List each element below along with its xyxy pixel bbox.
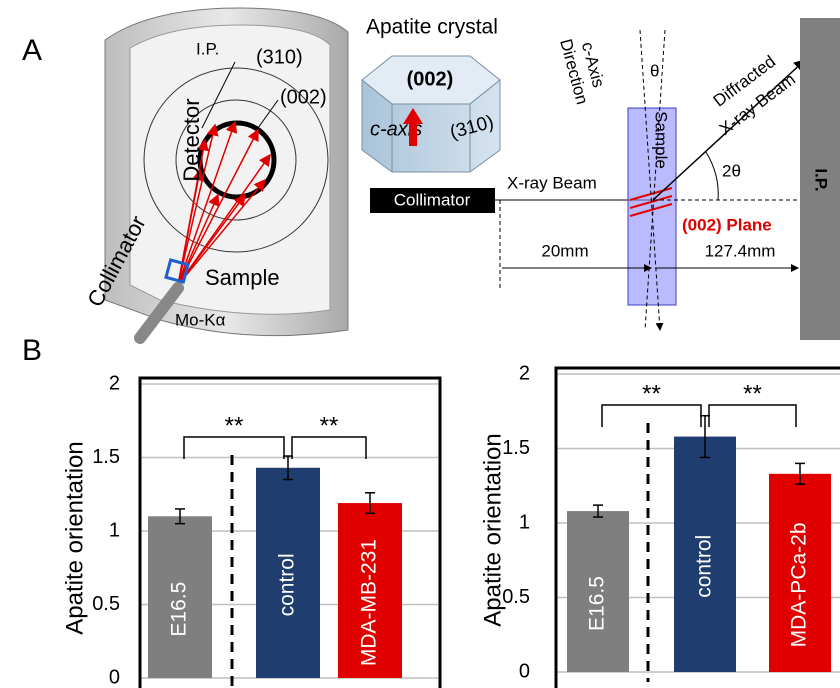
plane-label: (002) Plane [682, 215, 772, 234]
y-tick-label: 1.5 [502, 437, 530, 459]
panel-label: A [22, 34, 42, 67]
ring [175, 99, 297, 221]
image-plate [800, 18, 840, 340]
significance: ** [225, 412, 244, 439]
bar [148, 516, 212, 678]
y-tick-label: 1 [519, 511, 530, 533]
collimator-box [370, 188, 495, 213]
ring-label: (310) [256, 46, 303, 68]
sample-square [164, 258, 190, 284]
collimator-rod [134, 282, 184, 344]
bar [674, 436, 736, 672]
category-label: MDA-MB-231 [358, 539, 381, 666]
diffraction-rays [177, 120, 271, 286]
significance-bracket [601, 404, 702, 427]
detector-label: Detector [179, 98, 204, 181]
y-tick-label: 2 [109, 372, 120, 394]
bar [567, 511, 629, 672]
significance: ** [642, 380, 661, 407]
two-theta: 2θ [722, 161, 741, 180]
sample-label: Sample [652, 111, 671, 169]
ring [143, 67, 329, 253]
significance-bracket [183, 436, 285, 459]
sample-label: Sample [205, 265, 280, 290]
y-tick-label: 1 [109, 519, 120, 541]
significance: ** [320, 412, 339, 439]
y-axis-label: Apatite orientation [479, 433, 506, 626]
significance-bracket [708, 404, 797, 427]
bar [338, 503, 402, 678]
category-label: E16.5 [586, 576, 609, 631]
y-tick-label: 0 [109, 666, 120, 688]
distance: 20mm [541, 241, 588, 260]
significance-bracket [291, 436, 367, 459]
plot-frame [554, 366, 840, 688]
ring-label: (002) [280, 86, 327, 108]
panel-label: B [22, 334, 42, 367]
plot-frame [138, 376, 442, 688]
category-label: control [276, 553, 299, 616]
ip-label: I.P. [196, 39, 219, 58]
y-tick-label: 1.5 [92, 446, 120, 468]
face-label: (002) [407, 68, 454, 90]
y-tick-label: 2 [519, 362, 530, 384]
axis-arrow [403, 108, 423, 146]
ip-label: I.P. [812, 168, 831, 191]
source-label: Mo-Kα [175, 310, 226, 329]
category-label: E16.5 [168, 582, 191, 637]
leader [201, 61, 236, 129]
distance: 127.4mm [705, 241, 776, 260]
hex-side [361, 78, 501, 173]
bar [256, 467, 320, 678]
y-axis-label: Apatite orientation [61, 441, 88, 634]
beam-label: X-ray Beam [507, 173, 597, 192]
category-label: control [693, 535, 716, 598]
theta: θ [650, 61, 659, 80]
y-tick-label: 0 [519, 660, 530, 682]
category-label: MDA-PCa-2b [788, 522, 811, 647]
bar [769, 473, 831, 672]
crystal-title: Apatite crystal [366, 16, 498, 39]
y-tick-label: 0.5 [502, 586, 530, 608]
collimator-label: Collimator [394, 190, 471, 209]
leader [257, 99, 279, 129]
detector-inner [129, 24, 331, 315]
significance: ** [743, 380, 762, 407]
y-tick-label: 0.5 [92, 593, 120, 615]
